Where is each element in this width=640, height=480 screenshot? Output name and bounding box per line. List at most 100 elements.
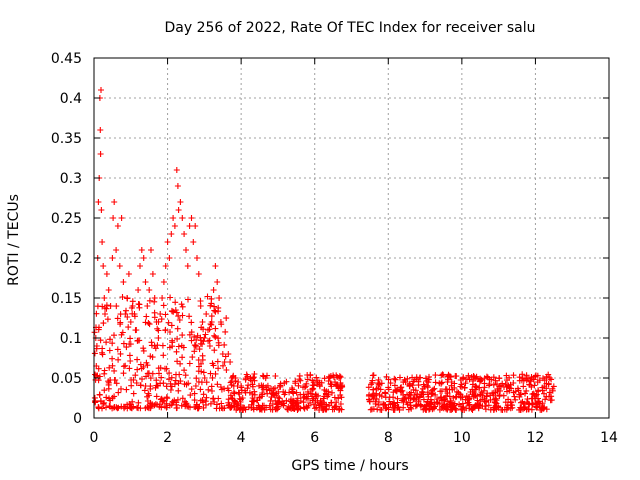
data-point [275, 394, 282, 401]
data-point [385, 406, 392, 413]
data-point [366, 391, 373, 398]
data-point [109, 355, 116, 362]
data-point [370, 395, 377, 402]
data-point [452, 373, 459, 379]
data-point [448, 399, 454, 406]
data-point [153, 393, 160, 400]
data-point [175, 343, 182, 350]
data-point [167, 387, 174, 393]
data-point [296, 376, 303, 383]
data-point [408, 405, 415, 412]
data-point [215, 339, 222, 346]
data-point [105, 287, 112, 293]
data-point [310, 401, 317, 408]
data-point [399, 397, 405, 404]
data-point [300, 404, 307, 411]
data-point [531, 391, 538, 398]
data-point [148, 247, 154, 253]
data-point [173, 371, 179, 378]
data-point [115, 389, 122, 396]
data-point [142, 319, 149, 326]
data-point [458, 381, 465, 388]
data-point [174, 396, 181, 403]
data-point [339, 382, 345, 389]
data-point [97, 337, 104, 344]
data-point [454, 388, 460, 395]
data-point [260, 373, 267, 380]
data-point [109, 362, 116, 369]
data-point [172, 307, 179, 313]
data-point [174, 183, 181, 189]
data-point [394, 386, 401, 393]
data-point [338, 406, 345, 413]
data-point [324, 393, 331, 400]
data-point [116, 263, 123, 269]
data-point [238, 383, 245, 389]
data-point [545, 371, 552, 378]
y-tick-labels: 0 0.05 0.1 0.15 0.2 0.25 0.3 0.35 0.4 0.45 [51, 51, 82, 427]
data-point [482, 406, 489, 413]
x-tick-label: 0 [90, 430, 99, 446]
data-point [191, 348, 198, 355]
data-point [103, 339, 110, 346]
data-point [444, 406, 451, 413]
data-point [179, 332, 186, 339]
data-point [477, 391, 484, 398]
data-point [314, 377, 321, 384]
data-point [395, 404, 402, 410]
data-point [521, 400, 528, 407]
data-point [113, 247, 120, 253]
data-point [163, 404, 170, 411]
data-point [312, 398, 319, 404]
data-point [369, 372, 376, 379]
data-point [397, 384, 404, 391]
data-point [404, 391, 410, 398]
data-point [92, 398, 99, 405]
data-point [153, 319, 160, 325]
data-point [239, 404, 246, 411]
data-point [107, 303, 114, 309]
data-point [413, 376, 420, 383]
data-point [111, 199, 118, 205]
data-point [492, 377, 499, 384]
data-point [502, 381, 509, 388]
data-point [335, 395, 342, 402]
data-point [225, 351, 232, 357]
data-point [103, 271, 110, 277]
data-point [548, 376, 555, 383]
data-point [217, 384, 224, 390]
data-point [179, 215, 186, 221]
data-point [274, 403, 281, 410]
data-point [484, 390, 491, 397]
data-point [199, 352, 206, 359]
data-point [320, 399, 327, 406]
data-point [183, 247, 189, 253]
data-point [227, 359, 234, 365]
x-tick-label: 14 [600, 430, 618, 446]
data-point [153, 382, 160, 389]
data-point [157, 311, 164, 317]
data-point [107, 397, 114, 404]
data-point [173, 348, 180, 355]
data-point [450, 395, 457, 401]
x-tick-label: 12 [527, 430, 545, 446]
data-point [212, 334, 219, 341]
data-point [522, 390, 528, 397]
data-point [164, 395, 171, 402]
data-point [178, 402, 185, 409]
data-point [190, 239, 197, 245]
data-point [472, 383, 479, 389]
data-point [519, 371, 526, 378]
data-point [232, 375, 239, 381]
data-point [191, 397, 198, 404]
data-point [158, 395, 165, 402]
data-point [175, 313, 182, 320]
data-point [146, 297, 153, 304]
data-point [520, 383, 527, 390]
data-point [215, 304, 222, 311]
data-point [289, 386, 296, 393]
data-point [128, 382, 135, 389]
data-point [528, 383, 535, 390]
data-point [438, 372, 445, 379]
data-point [242, 406, 249, 413]
